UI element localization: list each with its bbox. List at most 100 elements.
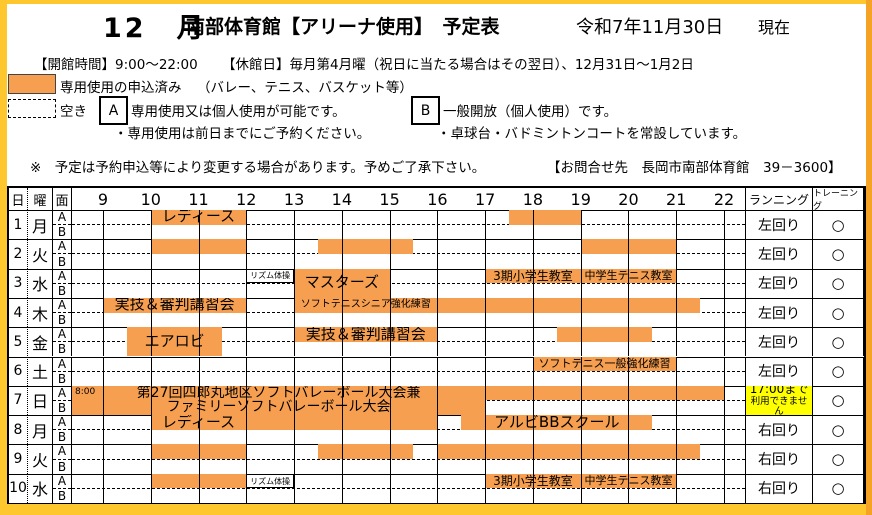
half-row-divider	[72, 370, 745, 372]
hour-gridline	[294, 239, 296, 269]
hour-gridline	[485, 415, 487, 445]
row-divider	[9, 444, 864, 446]
hour-gridline	[294, 356, 296, 386]
court-b-label: B	[57, 254, 67, 269]
hour-gridline	[724, 327, 725, 357]
schedule-block: 第27回四郎丸地区ソフトバレーボール大会兼 ファミリーソフトバレーボール大会 8:…	[72, 385, 486, 416]
block-label: アルビBBスクール	[494, 415, 620, 430]
block-label: ソフトテニスシニア強化練習	[300, 298, 431, 310]
hour-gridline	[341, 239, 343, 269]
hour-gridline	[628, 210, 630, 240]
hour-gridline	[676, 297, 678, 328]
hour-gridline	[150, 297, 152, 328]
hour-gridline	[724, 210, 725, 240]
hour-gridline	[246, 239, 248, 269]
schedule-table: 日曜面 9 10 11 12 13 14 15 16 17 18 19 20 21 22 ランニング トレーニン…	[7, 186, 866, 505]
hour-gridline	[628, 415, 630, 445]
hour-gridline	[150, 415, 152, 445]
day-cell: 9	[9, 444, 28, 474]
hour-gridline	[676, 327, 678, 357]
hour-gridline	[246, 297, 248, 328]
hour-gridline	[246, 210, 248, 240]
hour-gridline	[341, 297, 343, 328]
hour-gridline	[485, 356, 487, 386]
day-cell: 1	[9, 210, 28, 240]
hour-gridline	[437, 415, 439, 445]
hour-label: 13	[283, 190, 305, 209]
schedule-block	[485, 385, 724, 401]
training-cell: ○	[813, 210, 864, 240]
hour-gridline	[103, 297, 104, 328]
hour-gridline	[246, 327, 248, 357]
start-time-label: 8:00	[75, 386, 96, 397]
caution-note: ※ 予定は予約申込等により変更する場合があります。予めご了承下さい。	[30, 160, 486, 176]
running-cell: 17:00まで 利用できません	[746, 385, 813, 416]
court-b-label: B	[57, 283, 67, 298]
training-cell: ○	[813, 297, 864, 328]
hour-gridline	[628, 268, 630, 298]
running-cell: 左回り	[746, 356, 813, 386]
running-cell: 右回り	[746, 473, 813, 503]
header-training: トレーニング	[813, 188, 864, 210]
frame-right-border	[866, 0, 872, 515]
hour-gridline	[389, 210, 391, 240]
court-a-label: A	[53, 298, 71, 314]
reserved-swatch	[8, 74, 56, 94]
frame-top-border	[0, 0, 872, 4]
court-a-label: A	[53, 474, 71, 489]
schedule-block	[580, 239, 677, 254]
hour-gridline	[485, 444, 487, 474]
court-b-label: B	[57, 313, 67, 328]
hour-gridline	[676, 210, 678, 240]
hour-gridline	[341, 356, 343, 386]
hour-gridline	[103, 473, 104, 503]
hour-gridline	[103, 415, 104, 445]
hour-gridline	[724, 239, 725, 269]
hour-gridline	[676, 239, 678, 269]
hour-label: 21	[666, 190, 687, 209]
schedule-block: 実技＆審判講習会	[294, 327, 438, 342]
weekday-cell: 月	[28, 415, 53, 445]
hour-gridline	[341, 444, 343, 474]
court-b-label: B	[57, 430, 67, 445]
training-cell: ○	[813, 268, 864, 298]
hour-gridline	[532, 444, 534, 474]
time-grid: エアロビ 実技＆審判講習会	[72, 327, 746, 357]
hour-gridline	[437, 385, 439, 416]
time-grid: リズム体操 3期小学生教室中学生テニス教室	[72, 473, 746, 503]
hour-gridline	[389, 356, 391, 386]
hour-label: 22	[713, 190, 735, 209]
hour-gridline	[294, 444, 296, 474]
court-b-label: B	[57, 225, 67, 240]
weekday-cell: 火	[28, 444, 53, 474]
contact-info: 【お問合せ先 長岡市南部体育館 39－3600】	[547, 160, 842, 176]
half-row-divider	[72, 312, 745, 314]
running-cell: 左回り	[746, 239, 813, 269]
hour-gridline	[532, 297, 534, 328]
hour-gridline	[437, 297, 439, 328]
schedule-block	[437, 297, 701, 313]
page-title: 南部体育館【アリーナ使用】 予定表	[186, 16, 500, 38]
block-label: 実技＆審判講習会	[114, 297, 235, 313]
hour-gridline	[580, 473, 582, 503]
rhythm-note-block: リズム体操	[246, 268, 295, 284]
schedule-block: 中学生テニス教室	[580, 473, 677, 489]
hour-gridline	[294, 268, 296, 298]
weekday-cell: 水	[28, 268, 53, 298]
block-label: ソフトテニス一般強化練習	[538, 357, 671, 371]
hour-label: 10	[140, 190, 161, 209]
row-divider	[9, 473, 864, 475]
a-mark-box: A	[99, 96, 128, 125]
header-hours: 9 10 11 12 13 14 15 16 17 18 19 20 21 22	[72, 188, 746, 210]
hour-gridline	[676, 415, 678, 445]
weekday-cell: 土	[28, 356, 53, 386]
hour-label: 11	[188, 190, 209, 209]
hour-gridline	[389, 415, 391, 445]
hour-gridline	[485, 327, 487, 357]
hour-gridline	[389, 268, 391, 298]
hour-gridline	[246, 444, 248, 474]
running-cell: 右回り	[746, 415, 813, 445]
